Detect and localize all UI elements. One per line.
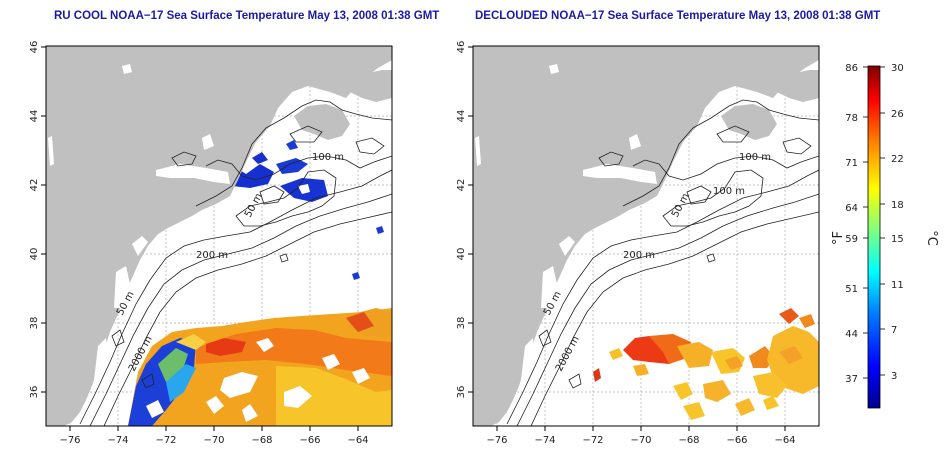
f-tick-label: 51: [845, 284, 858, 295]
x-tick-label: −74: [534, 435, 555, 446]
left-map-title: RU COOL NOAA−17 Sea Surface Temperature …: [54, 10, 440, 22]
f-tick-label: 86: [845, 63, 858, 74]
right-map-frame: [472, 45, 820, 427]
right-map-area[interactable]: 100 m 100 m 50 m 200 m 50 m 2000 m: [473, 46, 819, 426]
x-tick-label: −64: [774, 435, 795, 446]
x-tick-label: −66: [299, 435, 320, 446]
left-map-area[interactable]: 100 m 50 m 200 m 50 m 2000 m: [46, 46, 392, 426]
y-tick-label: 38: [29, 317, 40, 330]
x-tick-label: −76: [486, 435, 507, 446]
c-tick-label: 26: [891, 109, 904, 120]
colorbar-fahrenheit-labels: 86 78 71 64 59 51 44 37: [845, 63, 858, 385]
y-tick-label: 42: [29, 179, 40, 192]
x-tick-label: −66: [726, 435, 747, 446]
right-x-axis-labels: −76 −74 −72 −70 −68 −66 −64: [486, 435, 795, 446]
f-tick-label: 78: [845, 113, 858, 124]
temperature-colorbar: 86 78 71 64 59 51 44 37 30 26 22 18 15 1…: [831, 63, 939, 409]
f-tick-label: 71: [845, 158, 858, 169]
y-tick-label: 44: [29, 110, 40, 123]
x-tick-label: −68: [678, 435, 699, 446]
right-map-title: DECLOUDED NOAA−17 Sea Surface Temperatur…: [475, 10, 881, 22]
c-tick-label: 15: [891, 234, 904, 245]
x-tick-label: −70: [203, 435, 224, 446]
y-tick-label: 42: [456, 179, 467, 192]
c-tick-label: 11: [891, 280, 904, 291]
left-sst-field: [46, 46, 392, 426]
contour-label-100m-bank: 100 m: [713, 186, 745, 197]
f-tick-label: 64: [845, 203, 858, 214]
right-sst-field: [593, 182, 819, 420]
c-tick-label: 18: [891, 200, 904, 211]
f-tick-label: 37: [845, 374, 858, 385]
x-tick-label: −72: [582, 435, 603, 446]
c-tick-label: 3: [891, 371, 897, 382]
y-tick-label: 38: [456, 317, 467, 330]
x-tick-label: −72: [155, 435, 176, 446]
colorbar-celsius-unit: °C: [924, 230, 939, 246]
left-x-axis-labels: −76 −74 −72 −70 −68 −66 −64: [59, 435, 368, 446]
contour-label-100m: 100 m: [312, 152, 344, 163]
y-tick-label: 44: [456, 110, 467, 123]
left-y-axis-labels: 36 38 40 42 44 46: [29, 41, 40, 399]
colorbar-gradient: [867, 65, 881, 409]
x-tick-label: −76: [59, 435, 80, 446]
colorbar-ticks: [863, 66, 885, 379]
y-tick-label: 40: [456, 248, 467, 261]
x-tick-label: −68: [251, 435, 272, 446]
f-tick-label: 44: [845, 329, 858, 340]
y-tick-label: 46: [29, 41, 40, 54]
x-tick-label: −70: [630, 435, 651, 446]
y-tick-label: 40: [29, 248, 40, 261]
colorbar-fahrenheit-unit: °F: [831, 231, 846, 245]
left-axis-ticks: [41, 46, 359, 431]
contour-label-200m: 200 m: [196, 250, 228, 261]
c-tick-label: 7: [891, 325, 897, 336]
right-axis-ticks: [468, 46, 786, 431]
y-tick-label: 46: [456, 41, 467, 54]
left-map-panel: 100 m 50 m 200 m 50 m 2000 m −76 −74 −72…: [29, 41, 393, 446]
x-tick-label: −64: [347, 435, 368, 446]
x-tick-label: −74: [107, 435, 128, 446]
f-tick-label: 59: [845, 234, 858, 245]
y-tick-label: 36: [29, 386, 40, 399]
y-tick-label: 36: [456, 386, 467, 399]
colorbar-celsius-labels: 30 26 22 18 15 11 7 3: [891, 63, 904, 382]
c-tick-label: 30: [891, 63, 904, 74]
contour-label-100m: 100 m: [739, 152, 771, 163]
contour-label-200m: 200 m: [623, 250, 655, 261]
c-tick-label: 22: [891, 154, 904, 165]
right-y-axis-labels: 36 38 40 42 44 46: [456, 41, 467, 399]
left-map-frame: [45, 45, 393, 427]
right-map-panel: 100 m 100 m 50 m 200 m 50 m 2000 m −76 −…: [456, 41, 820, 446]
